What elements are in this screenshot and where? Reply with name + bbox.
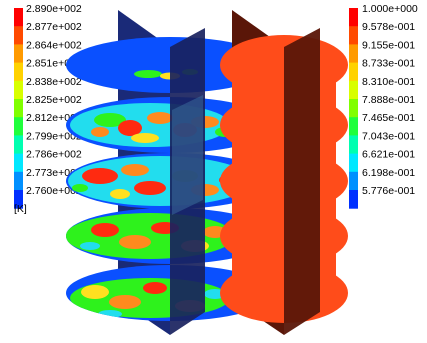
temperature-label: 2.838e+002	[26, 76, 82, 88]
left-front-panel-pattern	[172, 95, 203, 215]
volume-fraction-label: 8.310e-001	[362, 76, 415, 88]
temperature-swatch	[14, 44, 23, 64]
temperature-unit-label: [K]	[14, 203, 27, 215]
volume-fraction-swatch	[349, 80, 358, 100]
volume-fraction-swatch	[349, 99, 358, 118]
volume-fraction-swatch	[349, 62, 358, 82]
volume-fraction-swatch	[349, 26, 358, 45]
volume-fraction-legend: 1.000e+000 9.578e-001 9.155e-001 8.733e-001…	[349, 3, 418, 209]
temperature-swatch	[14, 99, 23, 118]
temperature-swatch	[14, 153, 23, 173]
volume-fraction-label: 8.733e-001	[362, 58, 415, 70]
volume-fraction-label: 7.465e-001	[362, 112, 415, 124]
volume-fraction-swatch	[349, 117, 358, 136]
volume-fraction-label: 9.155e-001	[362, 39, 415, 51]
temperature-label: 2.799e+002	[26, 130, 82, 142]
temperature-disc-3	[66, 153, 274, 209]
volume-fraction-legend-labels: 1.000e+000 9.578e-001 9.155e-001 8.733e-001…	[362, 3, 418, 197]
temperature-label: 2.825e+002	[26, 94, 82, 106]
volume-fraction-label: 6.198e-001	[362, 167, 415, 179]
temperature-swatch	[14, 8, 23, 27]
volume-fraction-label: 5.776e-001	[362, 185, 415, 197]
temperature-swatch	[14, 26, 23, 45]
temperature-swatch	[14, 80, 23, 100]
volume-fraction-contour-stack	[220, 10, 348, 335]
volume-fraction-color-bar	[349, 8, 358, 209]
volume-fraction-swatch	[349, 44, 358, 64]
volume-fraction-label: 9.578e-001	[362, 21, 415, 33]
temperature-label: 2.786e+002	[26, 149, 82, 161]
temperature-label: 2.890e+002	[26, 3, 82, 15]
volume-fraction-label: 1.000e+000	[362, 3, 418, 15]
volume-fraction-label: 6.621e-001	[362, 149, 415, 161]
temperature-label: 2.760e+002	[26, 185, 82, 197]
temperature-swatch	[14, 117, 23, 136]
temperature-swatch	[14, 171, 23, 191]
volume-fraction-swatch	[349, 190, 358, 209]
volume-fraction-label: 7.043e-001	[362, 130, 415, 142]
temperature-color-bar	[14, 8, 23, 209]
volume-fraction-swatch	[349, 8, 358, 27]
volume-fraction-swatch	[349, 153, 358, 173]
temperature-contour-stack	[66, 10, 274, 335]
temperature-label: 2.864e+002	[26, 39, 82, 51]
right-front-panel	[284, 28, 320, 335]
temperature-label: 2.877e+002	[26, 21, 82, 33]
temperature-swatch	[14, 135, 23, 155]
volume-fraction-swatch	[349, 171, 358, 191]
temperature-swatch	[14, 62, 23, 82]
volume-fraction-swatch	[349, 135, 358, 155]
volume-fraction-label: 7.888e-001	[362, 94, 415, 106]
temperature-swatch	[14, 190, 23, 209]
temperature-legend-labels: 2.890e+0022.877e+0022.864e+0022.851e+002…	[26, 3, 82, 197]
